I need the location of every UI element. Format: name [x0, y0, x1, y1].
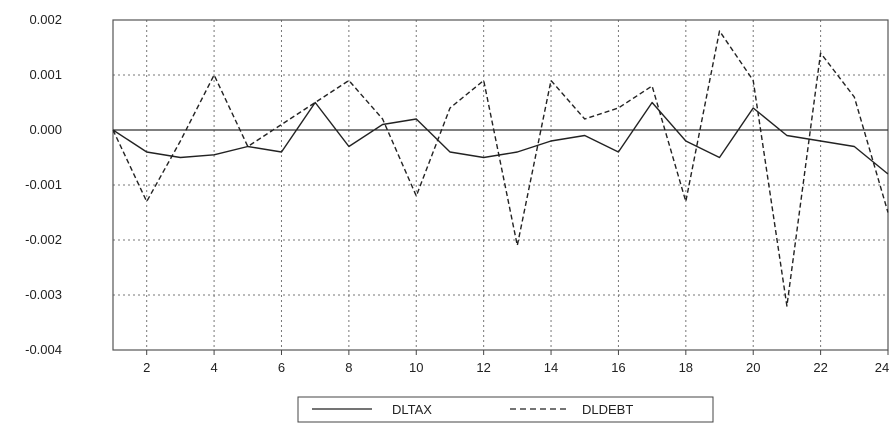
x-tick-label: 22: [813, 360, 827, 375]
plot-frame: [112, 19, 889, 351]
gridlines: [113, 19, 888, 351]
y-tick-label: 0.001: [29, 67, 62, 82]
legend-label-dldebt: DLDEBT: [582, 402, 633, 417]
y-axis-ticks: 0.002 0.001 0.000 -0.001 -0.002 -0.003 -0.004: [25, 12, 62, 357]
x-tick-label: 20: [746, 360, 760, 375]
y-tick-label: -0.003: [25, 287, 62, 302]
y-tick-label: 0.002: [29, 12, 62, 27]
x-tick-label: 18: [679, 360, 693, 375]
y-tick-label: 0.000: [29, 122, 62, 137]
x-tick-label: 2: [143, 360, 150, 375]
series-lines: [112, 30, 889, 307]
x-tick-label: 12: [476, 360, 490, 375]
x-tick-label: 6: [278, 360, 285, 375]
x-tick-label: 24: [875, 360, 889, 375]
legend: DLTAX DLDEBT: [297, 396, 714, 423]
x-tick-label: 8: [345, 360, 352, 375]
x-tick-label: 4: [210, 360, 217, 375]
y-tick-label: -0.001: [25, 177, 62, 192]
y-tick-label: -0.004: [25, 342, 62, 357]
x-tick-label: 14: [544, 360, 558, 375]
legend-label-dltax: DLTAX: [392, 402, 432, 417]
y-tick-label: -0.002: [25, 232, 62, 247]
x-tick-label: 16: [611, 360, 625, 375]
x-tick-label: 10: [409, 360, 423, 375]
series-line-dltax: [112, 101, 889, 175]
series-line-dldebt: [112, 30, 889, 307]
x-axis-ticks: 2 4 6 8 10 12 14 16 18 20 22 24: [143, 350, 889, 375]
